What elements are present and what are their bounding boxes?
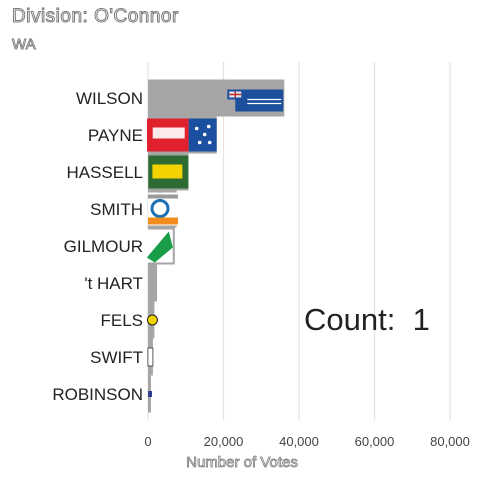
party-logo-fels: [147, 314, 158, 326]
x-tick-label: 0: [144, 434, 151, 449]
category-label: HASSELL: [66, 163, 143, 182]
x-tick-label: 60,000: [355, 434, 395, 449]
x-tick-label: 40,000: [279, 434, 319, 449]
party-logo-nationals: [148, 155, 189, 189]
category-labels: WILSON PAYNE HASSELL SMITH GILMOUR 't HART FEL…: [52, 89, 143, 404]
count-value: 1: [412, 302, 430, 337]
x-tick-label: 80,000: [430, 434, 470, 449]
category-label: SWIFT: [90, 348, 143, 367]
category-label: FELS: [100, 311, 143, 330]
party-logo-liberal: [227, 89, 284, 112]
party-logo-greens: [147, 229, 173, 263]
party-logo-one-nation: [148, 192, 178, 226]
count-display: Count: 1: [304, 302, 430, 338]
bar: [148, 264, 158, 302]
party-logos-group: [147, 89, 284, 397]
party-logo-robinson: [148, 391, 153, 397]
page-title: Division: O'Connor: [12, 6, 179, 28]
x-axis-label: Number of Votes: [186, 454, 298, 471]
x-tick-labels: 0 20,000 40,000 60,000 80,000: [144, 434, 470, 449]
category-label: WILSON: [76, 89, 143, 108]
party-logo-swift: [147, 347, 154, 367]
category-label: 't HART: [84, 274, 143, 293]
category-label: SMITH: [90, 200, 143, 219]
count-label: Count:: [304, 302, 396, 337]
category-label: PAYNE: [88, 126, 143, 145]
x-tick-label: 20,000: [204, 434, 244, 449]
category-label: GILMOUR: [64, 237, 143, 256]
page-subtitle: WA: [12, 36, 36, 54]
category-label: ROBINSON: [52, 385, 143, 404]
party-logo-labor: [147, 118, 217, 152]
